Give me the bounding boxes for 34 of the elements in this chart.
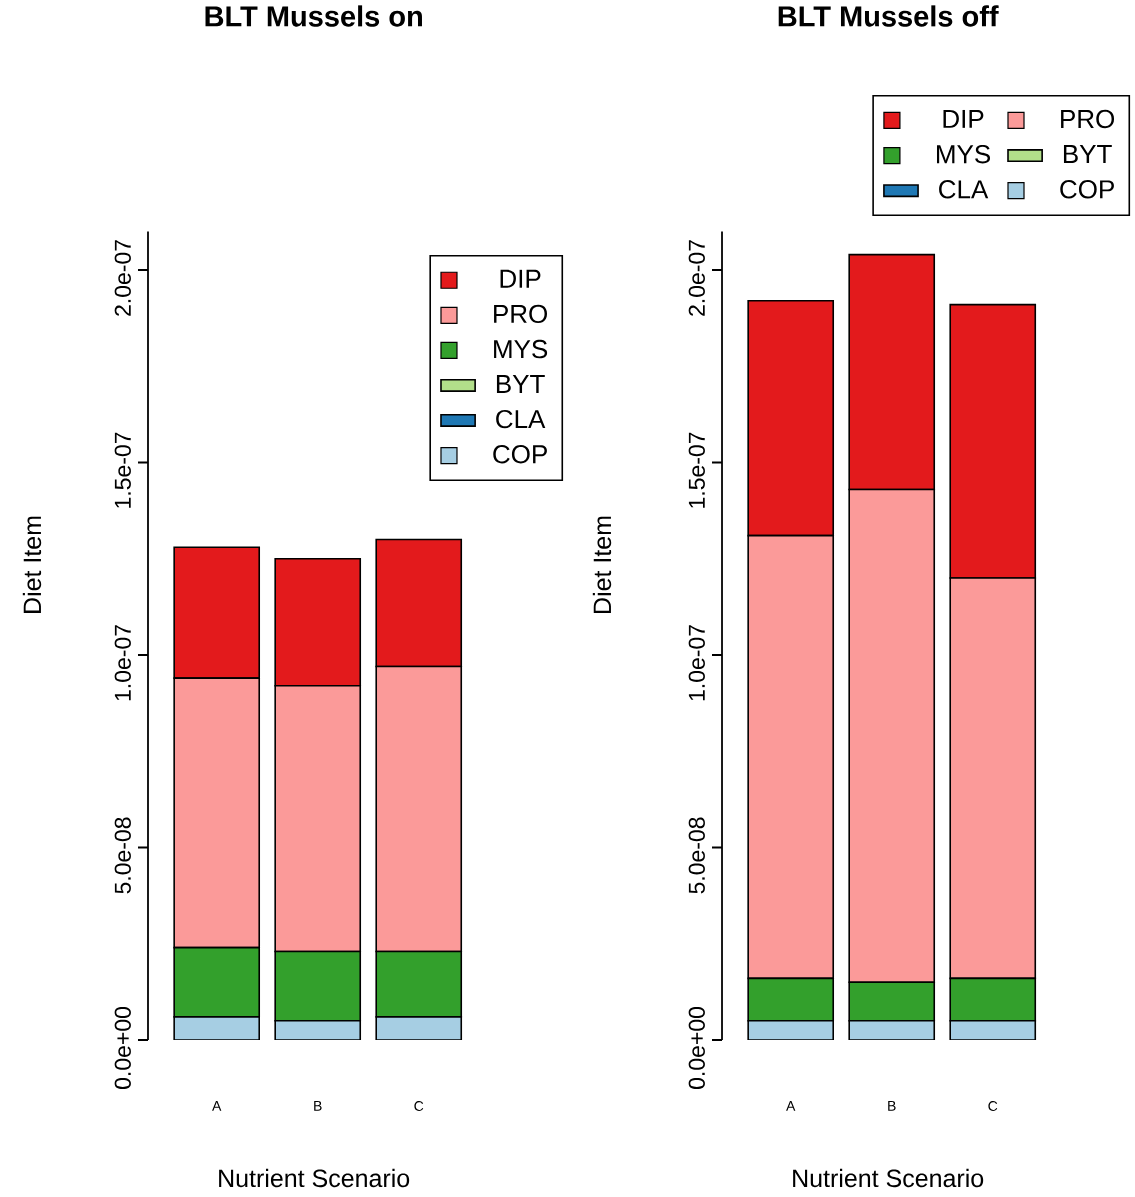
legend-label: MYS [937, 144, 991, 164]
y-tick-label: 2.0e-07 [114, 240, 131, 316]
y-axis-title: Diet Item [22, 516, 42, 613]
legend-label: COP [493, 445, 547, 464]
y-tick-label: 2.0e-07 [688, 240, 705, 316]
legend-label: COP [1060, 180, 1114, 199]
y-tick-label: 1.0e-07 [114, 625, 131, 701]
chart-title: BLT Mussels off [778, 5, 999, 27]
legend-label: PRO [494, 304, 548, 324]
legend-label: CLA [496, 409, 546, 429]
y-axis-title: Diet Item [592, 516, 612, 613]
y-tick-label: 5.0e-08 [688, 817, 705, 894]
y-tick-label: 5.0e-08 [114, 817, 131, 894]
x-tick-label: A [786, 1101, 796, 1111]
y-tick-label: 1.5e-07 [114, 432, 131, 508]
y-tick-label: 0.0e+00 [114, 1007, 131, 1089]
x-tick-label: B [888, 1101, 896, 1111]
legend-label: PRO [1061, 109, 1115, 129]
y-tick-label: 1.0e-07 [688, 625, 705, 701]
chart-title: BLT Mussels on [205, 5, 422, 27]
x-tick-label: C [988, 1101, 998, 1111]
x-tick-label: C [414, 1101, 424, 1111]
x-axis-title: Nutrient Scenario [793, 1168, 984, 1188]
x-tick-label: A [212, 1101, 222, 1111]
legend-label: DIP [943, 109, 984, 128]
legend-label: MYS [494, 339, 548, 359]
legend-label: BYT [1063, 145, 1112, 163]
x-tick-label: B [314, 1101, 322, 1111]
legend-label: BYT [496, 375, 545, 393]
y-tick-label: 0.0e+00 [688, 1007, 705, 1089]
y-tick-label: 1.5e-07 [688, 432, 705, 508]
legend-label: CLA [939, 180, 989, 199]
x-axis-title: Nutrient Scenario [219, 1168, 410, 1188]
legend-label: DIP [500, 269, 541, 288]
